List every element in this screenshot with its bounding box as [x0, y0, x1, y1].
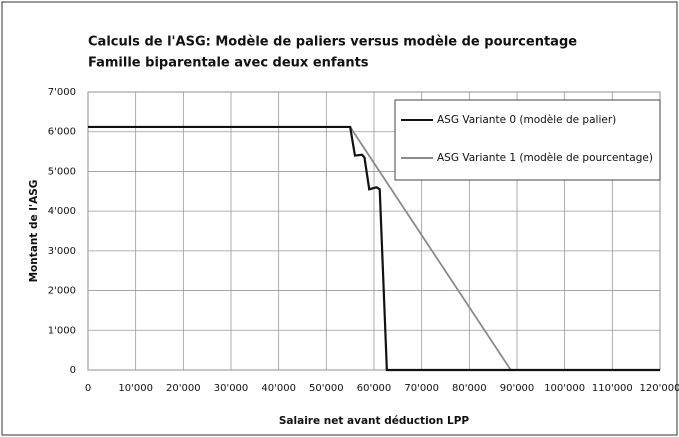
x-tick-label: 40'000: [261, 383, 296, 394]
x-tick-label: 110'000: [592, 383, 633, 394]
y-tick-label: 6'000: [48, 127, 76, 138]
x-tick-label: 60'000: [357, 383, 392, 394]
y-tick-label: 1'000: [48, 325, 76, 336]
y-tick-label: 5'000: [48, 166, 76, 177]
legend-label: ASG Variante 0 (modèle de palier): [437, 114, 616, 126]
x-tick-label: 90'000: [500, 383, 535, 394]
chart-subtitle: Famille biparentale avec deux enfants: [88, 56, 369, 71]
y-tick-label: 0: [70, 365, 76, 376]
x-tick-label: 10'000: [118, 383, 153, 394]
x-axis-label: Salaire net avant déduction LPP: [279, 415, 470, 427]
x-tick-label: 0: [85, 383, 91, 394]
x-tick-label: 20'000: [166, 383, 201, 394]
y-tick-label: 3'000: [48, 246, 76, 257]
legend-label: ASG Variante 1 (modèle de pourcentage): [437, 152, 653, 164]
x-tick-label: 50'000: [309, 383, 344, 394]
y-tick-label: 2'000: [48, 286, 76, 297]
chart-title: Calculs de l'ASG: Modèle de paliers vers…: [88, 35, 577, 50]
y-axis-label: Montant de l'ASG: [28, 180, 40, 283]
x-tick-label: 30'000: [214, 383, 249, 394]
x-tick-label: 70'000: [404, 383, 439, 394]
x-tick-label: 100'000: [544, 383, 585, 394]
x-tick-label: 120'000: [640, 383, 679, 394]
x-tick-label: 80'000: [452, 383, 487, 394]
y-tick-label: 4'000: [48, 206, 76, 217]
legend-box: [394, 99, 661, 181]
data-line: [88, 125, 660, 372]
y-tick-label: 7'000: [48, 87, 76, 98]
